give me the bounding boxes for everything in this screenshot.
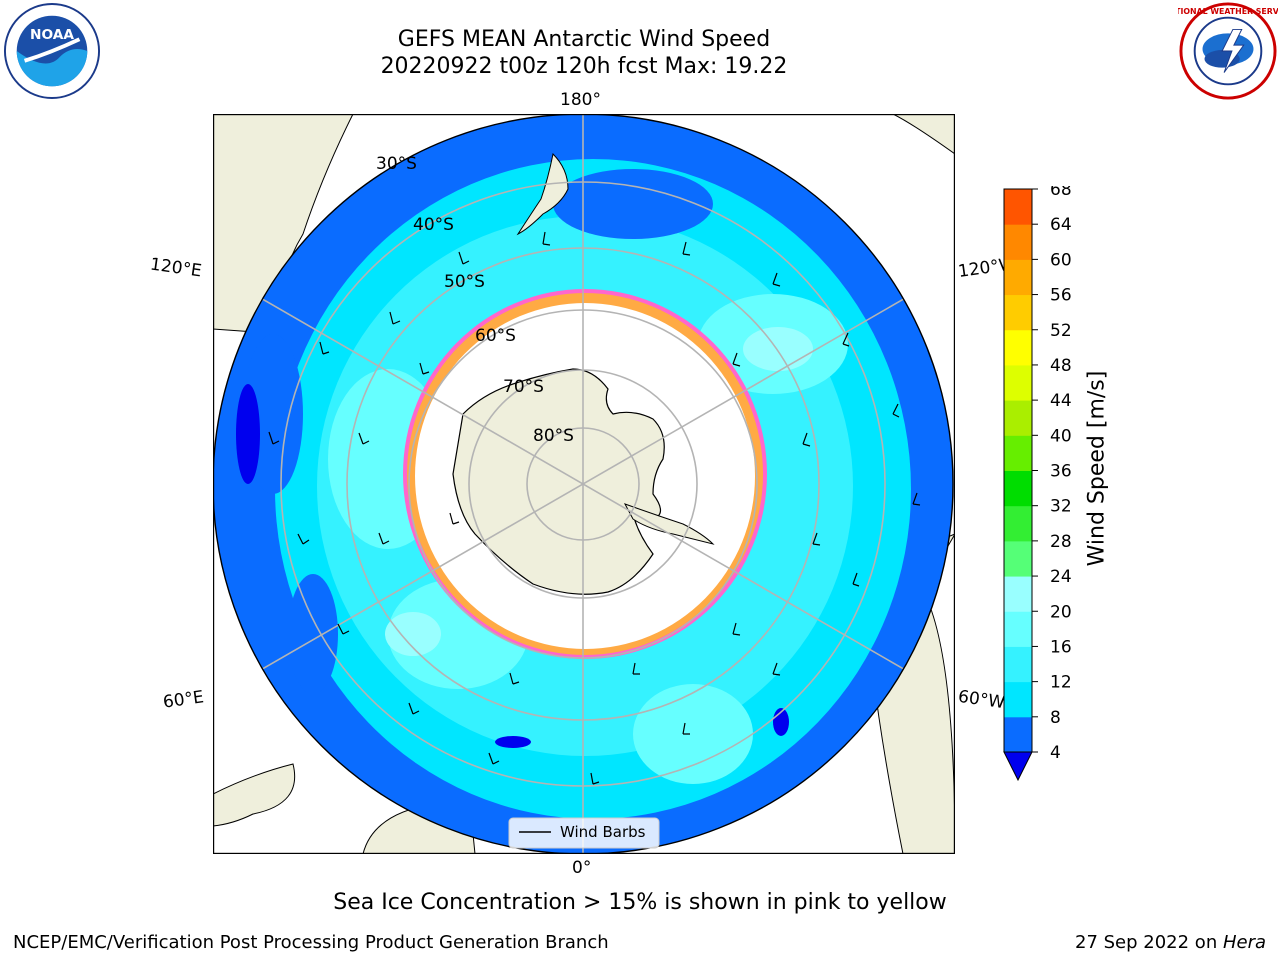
colorbar-tick-label: 36 <box>1050 462 1072 482</box>
colorbar-segment <box>1004 259 1032 296</box>
lat-label-80s: 80°S <box>533 426 574 446</box>
map-legend: Wind Barbs <box>508 817 660 849</box>
colorbar-segment <box>1004 470 1032 507</box>
lon-label-60e: 60°E <box>161 687 206 713</box>
lon-label-0: 0° <box>572 858 592 878</box>
lon-label-60w: 60°W <box>956 686 1007 714</box>
lat-label-70s: 70°S <box>503 377 544 397</box>
caption: Sea Ice Concentration > 15% is shown in … <box>333 890 947 915</box>
colorbar-tick-label: 64 <box>1050 215 1072 235</box>
colorbar-segment <box>1004 294 1032 331</box>
africa-land <box>213 763 296 827</box>
nws-logo: NATIONAL WEATHER SERVICE <box>1178 2 1278 100</box>
colorbar-tick-label: 44 <box>1050 391 1072 411</box>
colorbar-under-triangle <box>1003 751 1033 782</box>
lat-label-30s: 30°S <box>376 154 417 174</box>
legend-label: Wind Barbs <box>560 823 646 841</box>
colorbar-tick-label: 56 <box>1050 286 1072 306</box>
lat-label-50s: 50°S <box>444 272 485 292</box>
colorbar-segment <box>1004 435 1032 471</box>
colorbar-tick-label: 8 <box>1050 708 1061 728</box>
colorbar-tick-label: 16 <box>1050 637 1072 657</box>
noaa-logo: NOAA <box>3 2 101 100</box>
colorbar-tick-label: 28 <box>1050 532 1072 552</box>
colorbar-tick-label: 4 <box>1050 743 1061 763</box>
antarctica-land <box>452 368 665 595</box>
colorbar-segment <box>1004 576 1032 612</box>
colorbar-tick-label: 40 <box>1050 426 1072 446</box>
colorbar-segment <box>1004 611 1032 647</box>
polar-map: 30°S 40°S 50°S 60°S 70°S 80°S Wind Barbs <box>213 114 955 854</box>
new-zealand-land <box>516 152 569 236</box>
footer-right: 27 Sep 2022 on Hera <box>1075 932 1266 953</box>
lon-label-180: 180° <box>560 90 601 110</box>
wind-barbs <box>268 231 921 785</box>
colorbar-segment <box>1004 400 1032 436</box>
lat-label-40s: 40°S <box>413 215 454 235</box>
colorbar-segment <box>1004 505 1032 542</box>
chart-subtitle: 20220922 t00z 120h fcst Max: 19.22 <box>380 54 788 79</box>
colorbar-segment <box>1004 364 1032 401</box>
colorbar-tick-label: 24 <box>1050 567 1072 587</box>
colorbar-segment <box>1004 224 1032 260</box>
footer-date: 27 Sep 2022 on <box>1075 932 1223 953</box>
colorbar-tick-label: 20 <box>1050 602 1072 622</box>
colorbar-segment <box>1004 646 1032 683</box>
colorbar-tick-label: 60 <box>1050 250 1072 270</box>
colorbar-label: Wind Speed [m/s] <box>1084 370 1110 567</box>
colorbar-segment <box>1004 189 1032 225</box>
colorbar-segment <box>1004 329 1032 366</box>
colorbar-segment <box>1004 540 1032 577</box>
lon-label-120e: 120°E <box>148 254 203 282</box>
colorbar-tick-label: 68 <box>1050 186 1072 200</box>
colorbar-tick-label: 32 <box>1050 497 1072 517</box>
colorbar-tick-label: 48 <box>1050 356 1072 376</box>
colorbar-tick-label: 52 <box>1050 321 1072 341</box>
noaa-logo-text: NOAA <box>30 27 74 43</box>
colorbar-tick-label: 12 <box>1050 673 1072 693</box>
antarctic-peninsula <box>623 503 715 545</box>
colorbar-segment <box>1004 681 1032 718</box>
colorbar-segment <box>1004 716 1032 753</box>
nws-logo-text: NATIONAL WEATHER SERVICE <box>1178 7 1278 16</box>
footer-machine: Hera <box>1222 932 1266 953</box>
footer-left: NCEP/EMC/Verification Post Processing Pr… <box>13 932 609 953</box>
chart-title: GEFS MEAN Antarctic Wind Speed <box>397 27 771 52</box>
lat-label-60s: 60°S <box>475 326 516 346</box>
